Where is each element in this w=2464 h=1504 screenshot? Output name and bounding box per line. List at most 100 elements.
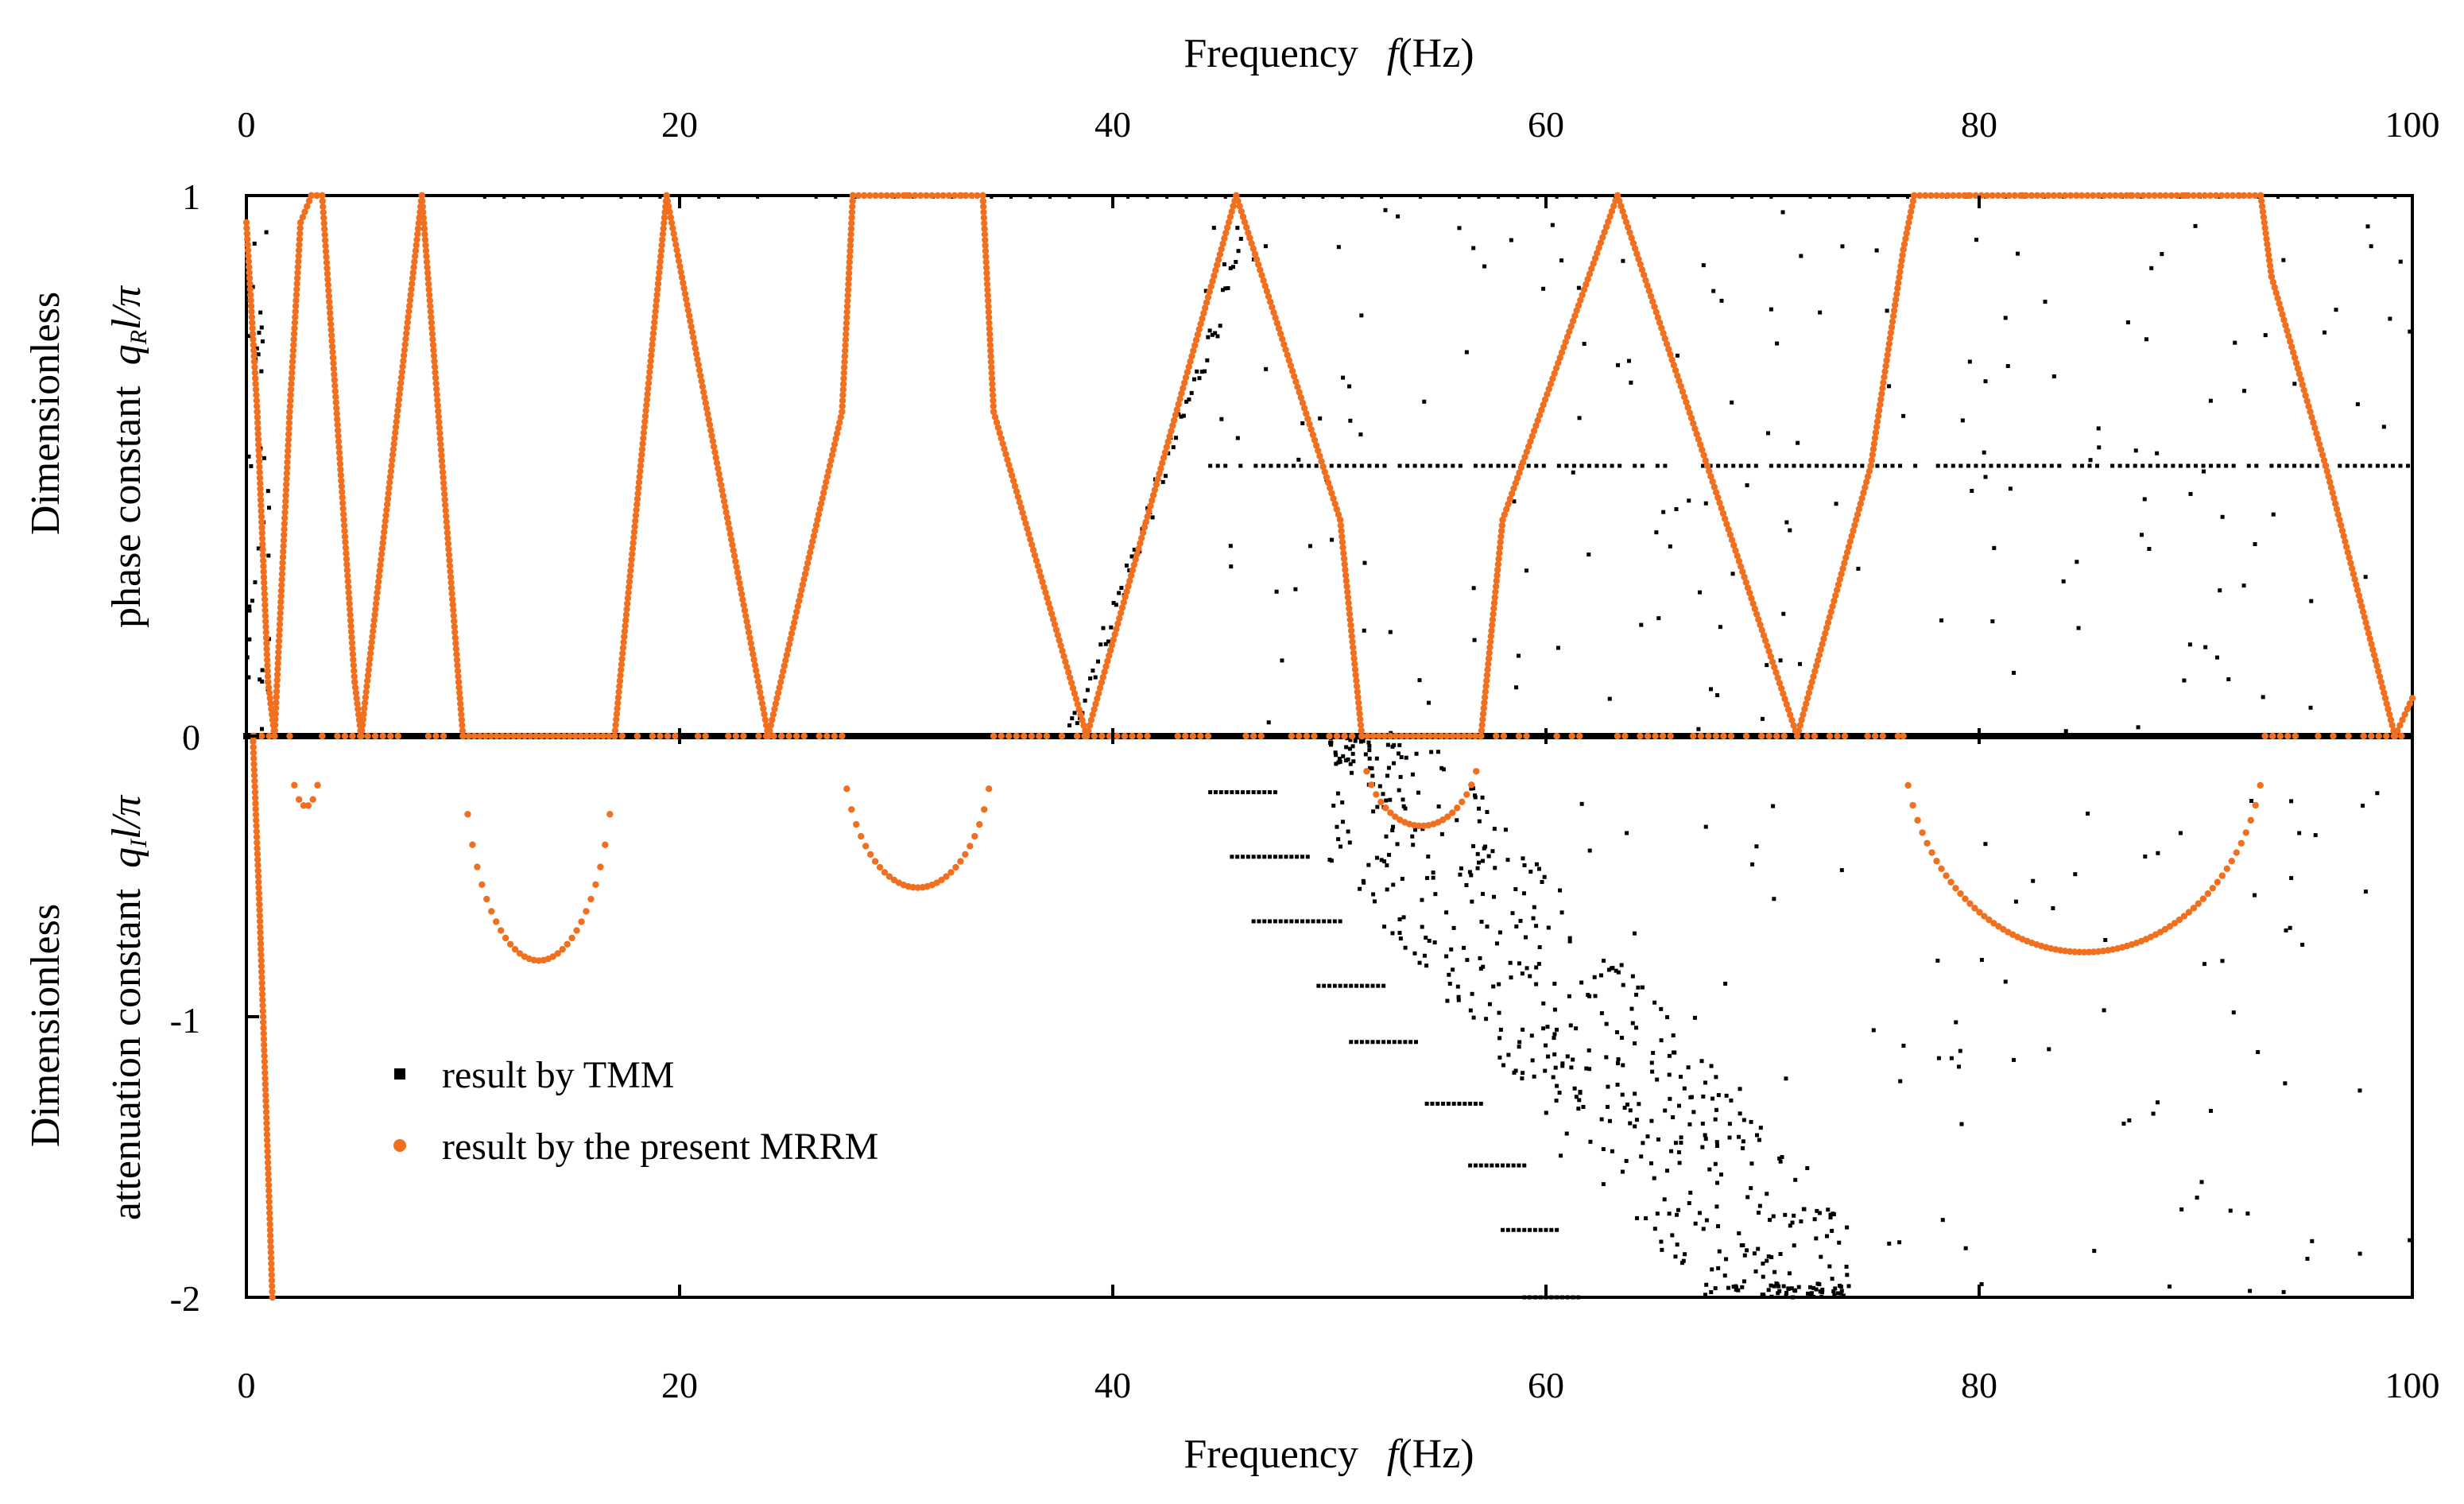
tmm-point bbox=[1482, 264, 1487, 269]
mrrm-point bbox=[271, 727, 278, 735]
mrrm-point bbox=[2276, 300, 2283, 308]
mrrm-point bbox=[736, 580, 743, 587]
mrrm-point bbox=[441, 496, 448, 503]
mrrm-point bbox=[414, 231, 421, 238]
tmm-point bbox=[1745, 1195, 1750, 1200]
mrrm-point bbox=[1832, 592, 1839, 599]
tmm-point bbox=[1960, 418, 1965, 423]
tmm-point bbox=[1399, 754, 1404, 759]
tmm-point bbox=[1667, 1211, 1672, 1216]
tmm-point bbox=[2398, 463, 2403, 468]
mrrm-point bbox=[715, 465, 722, 472]
mrrm-point bbox=[262, 623, 269, 630]
mrrm-point bbox=[251, 794, 259, 801]
mrrm-point bbox=[823, 479, 830, 486]
tmm-point bbox=[1709, 687, 1714, 692]
tmm-point bbox=[2193, 223, 2198, 228]
tmm-point bbox=[2300, 942, 2305, 947]
mrrm-point bbox=[1560, 343, 1567, 351]
mrrm-point bbox=[304, 802, 312, 809]
tmm-point bbox=[1560, 1061, 1565, 1066]
mrrm-point bbox=[2028, 192, 2036, 200]
mrrm-point bbox=[1040, 583, 1048, 591]
mrrm-point bbox=[428, 313, 435, 321]
tmm-point bbox=[1484, 1163, 1489, 1168]
tmm-point bbox=[1901, 1043, 1906, 1048]
mrrm-point bbox=[446, 556, 453, 564]
mrrm-point bbox=[291, 781, 298, 789]
mrrm-point bbox=[1398, 732, 1405, 740]
tmm-point bbox=[2034, 463, 2039, 468]
mrrm-point bbox=[1496, 549, 1503, 557]
tmm-point bbox=[1681, 1258, 1686, 1263]
tmm-point bbox=[1403, 945, 1408, 950]
mrrm-point bbox=[439, 463, 446, 470]
tmm-point bbox=[1622, 1106, 1627, 1111]
mrrm-point bbox=[826, 462, 834, 470]
mrrm-point bbox=[1902, 235, 1909, 242]
tmm-point bbox=[2201, 463, 2206, 468]
mrrm-point bbox=[1287, 362, 1295, 370]
mrrm-point bbox=[250, 341, 258, 349]
mrrm-point bbox=[448, 590, 455, 597]
tmm-point bbox=[1749, 1119, 1753, 1124]
mrrm-point bbox=[625, 589, 632, 596]
mrrm-point bbox=[409, 280, 416, 288]
mrrm-point bbox=[998, 435, 1005, 442]
mrrm-point bbox=[680, 279, 687, 287]
tmm-point bbox=[1675, 353, 1679, 358]
tmm-point bbox=[1935, 958, 1940, 963]
tmm-point bbox=[1792, 1213, 1796, 1218]
mrrm-point bbox=[1510, 485, 1517, 492]
mrrm-point bbox=[830, 446, 837, 453]
mrrm-point bbox=[612, 721, 619, 729]
mrrm-point bbox=[1895, 279, 1902, 287]
tmm-point bbox=[619, 196, 623, 199]
mrrm-point bbox=[509, 732, 517, 740]
mrrm-point bbox=[664, 732, 672, 740]
mrrm-point bbox=[347, 622, 354, 630]
mrrm-point bbox=[1626, 229, 1633, 236]
mrrm-point bbox=[1663, 340, 1671, 347]
mrrm-point bbox=[264, 1142, 271, 1149]
tmm-point bbox=[2019, 463, 2024, 468]
tmm-point bbox=[1649, 1118, 1654, 1123]
mrrm-point bbox=[614, 705, 621, 712]
mrrm-point bbox=[1909, 197, 1917, 204]
mrrm-point bbox=[469, 841, 476, 848]
tmm-point bbox=[1425, 876, 1430, 881]
tmm-point bbox=[1237, 733, 1244, 739]
tmm-point bbox=[2003, 316, 2008, 320]
tmm-point bbox=[1336, 760, 1341, 765]
tmm-point bbox=[1640, 463, 1645, 468]
tmm-point bbox=[1958, 733, 1966, 739]
mrrm-point bbox=[1463, 791, 1470, 798]
mrrm-point bbox=[291, 324, 298, 332]
tmm-point bbox=[1749, 1161, 1754, 1166]
tmm-point bbox=[1347, 746, 1352, 751]
tmm-point bbox=[2356, 733, 2363, 739]
mrrm-point bbox=[251, 783, 258, 790]
tmm-point bbox=[1251, 790, 1256, 795]
tmm-point bbox=[2239, 733, 2246, 739]
mrrm-point bbox=[2365, 630, 2373, 637]
tmm-point bbox=[2390, 463, 2395, 468]
mrrm-point bbox=[250, 352, 258, 360]
mrrm-point bbox=[1583, 281, 1590, 289]
tmm-point bbox=[2118, 733, 2125, 739]
tmm-point bbox=[1262, 196, 1266, 199]
tmm-point bbox=[2163, 463, 2168, 468]
tmm-point bbox=[1691, 196, 1695, 199]
mrrm-point bbox=[1845, 543, 1853, 551]
mrrm-point bbox=[444, 534, 451, 542]
tmm-point bbox=[1787, 733, 1794, 739]
mrrm-point bbox=[255, 884, 262, 891]
mrrm-point bbox=[1142, 518, 1149, 525]
tmm-point bbox=[418, 733, 425, 739]
mrrm-point bbox=[1841, 560, 1848, 567]
tmm-point bbox=[1414, 751, 1419, 756]
mrrm-point bbox=[426, 297, 433, 304]
tmm-point bbox=[968, 733, 975, 739]
mrrm-point bbox=[984, 292, 991, 299]
mrrm-point bbox=[1487, 633, 1495, 640]
